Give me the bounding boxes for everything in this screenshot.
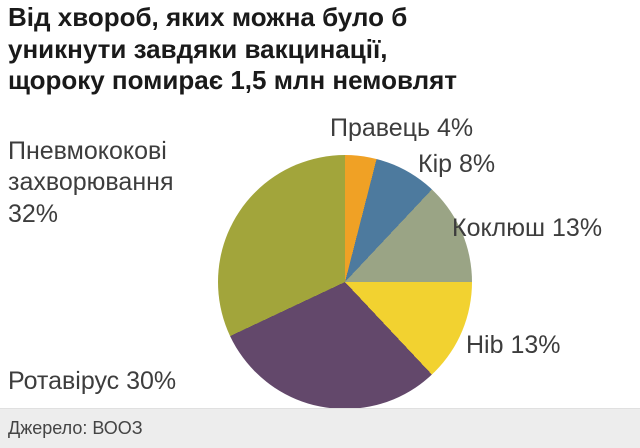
slice-label-pneumococcal-value: 32% [8, 199, 59, 228]
chart-title-line-2: уникнути завдяки вакцинації, [8, 33, 388, 64]
slice-label-pneumococcal: Пневмококові захворювання 32% [8, 136, 173, 230]
source-attribution: Джерело: ВООЗ [8, 418, 143, 438]
chart-title-line-1: Від хвороб, яких можна було б [8, 2, 408, 32]
slice-label-hib: Hib 13% [466, 331, 561, 359]
slice-label-pneumococcal-line-1: Пневмококові [8, 137, 167, 165]
chart-title-line-3: щороку помирає 1,5 млн немовлят [8, 65, 458, 96]
slice-label-pertussis: Коклюш 13% [452, 214, 603, 242]
slice-label-rotavirus: Ротавірус 30% [8, 367, 177, 395]
slice-label-pneumococcal-line-2: захворювання [8, 168, 174, 197]
footer-bar: Джерело: ВООЗ [0, 408, 640, 448]
pie-chart [218, 155, 472, 409]
chart-title: Від хвороб, яких можна було б уникнути з… [8, 2, 633, 97]
slice-label-measles: Кір 8% [418, 150, 496, 178]
slice-label-tetanus: Правець 4% [330, 114, 474, 142]
